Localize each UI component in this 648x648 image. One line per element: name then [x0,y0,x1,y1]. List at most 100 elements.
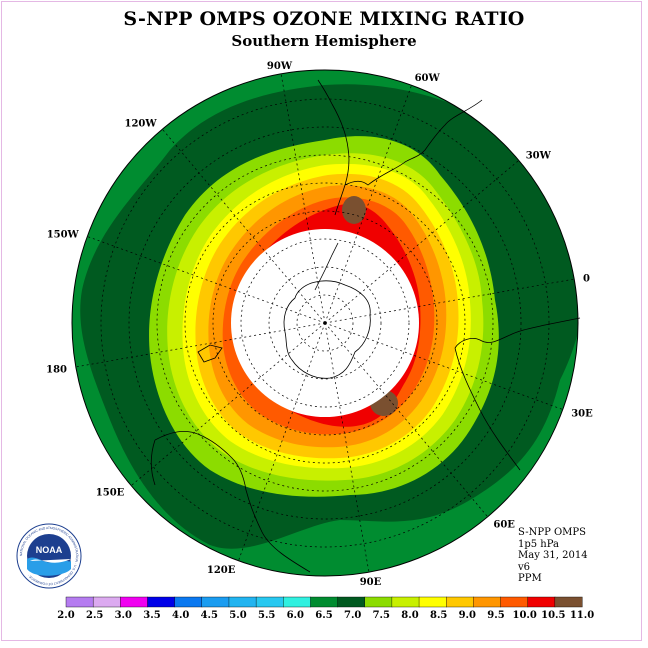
lon-label-120w: 120W [124,118,157,129]
colorbar-swatch [120,596,148,608]
info-version: v6 [518,561,531,573]
lon-label-90w: 90W [267,61,293,72]
colorbar-label: 7.0 [344,610,361,621]
colorbar-label: 2.5 [86,610,103,621]
lon-label-0: 0 [583,274,590,285]
colorbar-swatch [337,596,366,608]
lon-label-120e: 120E [207,565,236,576]
colorbar-swatch [201,596,230,608]
colorbar-swatch [65,596,94,608]
colorbar-swatches [65,596,583,608]
colorbar-swatch [446,596,474,608]
logo-text: NOAA [36,545,63,555]
colorbar-swatch [310,596,339,608]
longitude-labels: 90W 60W 120W 30W 150W 0 180 30E 150E 60E 120E 90E [46,61,593,588]
meridian-line [324,322,488,518]
colorbar-swatch [527,596,556,608]
meridian-line [162,128,326,324]
lon-label-150e: 150E [96,487,125,498]
lat-70s-circle [268,266,382,380]
noaa-logo: NOAA NATIONAL OCEANIC AND ATMOSPHERIC AD… [16,523,82,589]
meridian-line [238,322,326,561]
colorbar-swatch [228,596,257,608]
info-level: 1p5 hPa [518,538,559,550]
info-date: May 31, 2014 [518,550,588,561]
colorbar-label: 9.0 [459,610,476,621]
lat-10s-circle [100,98,550,548]
lon-label-60e: 60E [493,520,515,531]
meridian-line [324,85,412,324]
colorbar-label: 8.5 [430,610,447,621]
info-block: S-NPP OMPS 1p5 hPa May 31, 2014 v6 PPM [518,527,588,585]
colorbar-labels: 2.0 2.5 3.0 3.5 4.0 4.5 5.0 5.5 6.0 6.5 7.0 7.5 8.0 8… [57,610,594,621]
colorbar-label: 5.0 [229,610,246,621]
colorbar-swatch [92,596,121,608]
colorbar-swatch [391,596,420,608]
max-blob-west [342,196,366,224]
south-america [317,79,483,216]
lat-80s-circle [296,294,354,352]
antarctic-peninsula [314,242,339,291]
lon-label-180: 180 [46,365,67,376]
meridian-line [280,73,326,324]
meridian-line [324,160,520,324]
lat-50s-circle [212,210,438,436]
colorbar-label: 3.0 [115,610,132,621]
lat-40s-circle [184,182,466,464]
meridian-line [130,322,326,486]
colorbar-swatch [174,596,203,608]
colorbar-label: 8.0 [401,610,418,621]
figure-frame [1,1,642,641]
colorbar-swatch [500,596,529,608]
australia [150,430,311,573]
colorbar-swatch [418,596,447,608]
colorbar-swatch [283,596,311,608]
colorbar-label: 3.5 [143,610,160,621]
info-units: PPM [518,573,542,584]
meridian-line [324,322,370,573]
colorbar-label: 4.0 [172,610,189,621]
map-title: S-NPP OMPS OZONE MIXING RATIO [123,8,525,30]
meridian-line [324,322,563,410]
colorbar-label: 6.0 [287,610,304,621]
colorbar-label: 2.0 [57,610,74,621]
colorbar-swatch [473,596,502,608]
ozone-field [72,70,578,576]
lon-label-60w: 60W [415,73,441,84]
lon-label-150w: 150W [47,229,80,240]
colorbar-label: 9.5 [487,610,504,621]
lon-label-90e: 90E [360,577,382,588]
colorbar-label: 7.5 [373,610,390,621]
new-zealand [197,344,223,363]
colorbar-label: 4.5 [201,610,218,621]
colorbar-label: 10.0 [513,610,537,621]
lat-20s-circle [128,126,522,520]
lon-label-30e: 30E [571,409,593,420]
colorbar-label: 5.5 [258,610,275,621]
colorbar-label: 6.5 [315,610,332,621]
latitude-circles [100,98,550,548]
antarctica-coast [283,280,371,379]
meridian-line [324,278,575,324]
colorbar-label: 11.0 [570,610,594,621]
colorbar-label: 10.5 [541,610,565,621]
colorbar-swatch [554,596,583,608]
coastlines [150,79,581,573]
lat-30s-circle [156,154,494,492]
lon-label-30w: 30W [526,151,552,162]
lat-60s-circle [240,238,410,408]
meridian-lines [75,73,575,573]
info-instrument: S-NPP OMPS [518,527,586,538]
map-subtitle: Southern Hemisphere [231,32,417,50]
colorbar-swatch [147,596,176,608]
colorbar-swatch [364,596,393,608]
map-boundary [71,69,579,577]
meridian-line [75,322,326,368]
africa [454,317,581,471]
colorbar-swatch [255,596,284,608]
logo-bird [30,559,71,563]
meridian-line [87,236,326,324]
south-pole-marker [323,321,327,325]
